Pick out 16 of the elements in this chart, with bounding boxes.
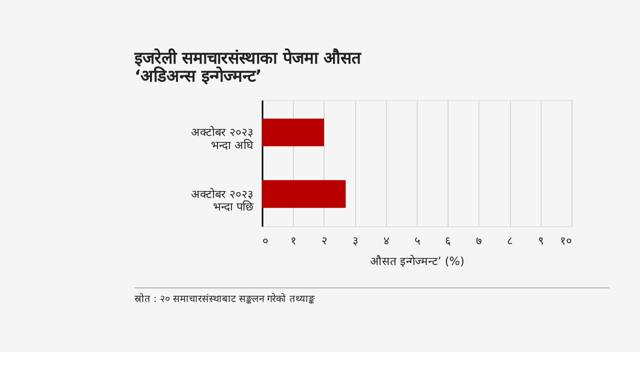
x-tick-label: ०: [262, 234, 269, 248]
y-tick-label: अक्टोबर २०२३ भन्दा पछि: [190, 186, 255, 214]
x-tick-label: ३: [352, 234, 358, 248]
text: स्रोत : २० समाचारसंस्थाबाट सङ्कलन गरेको तथ्याङ्क: [134, 293, 316, 306]
x-tick-label: ८: [507, 234, 514, 248]
x-tick-label: ६: [445, 234, 452, 248]
x-tick-label: ५: [414, 234, 420, 248]
x-tick-label: ७: [476, 234, 482, 248]
chart-title: इजरेली समाचारसंस्थाका पेजमा औसत ‘अडिअन्स इन्गेज्मन्ट’: [133, 47, 362, 86]
x-tick-label: २: [321, 234, 328, 248]
x-axis-title: औसत इन्गेज्मन्ट’ (%): [370, 254, 464, 268]
x-tick-label: १०: [560, 234, 572, 248]
y-tick-label: अक्टोबर २०२३ भन्दा अघि: [190, 125, 254, 152]
x-tick-label: १: [290, 234, 296, 248]
x-tick-label: ९: [538, 234, 544, 248]
x-tick-label: ४: [383, 234, 390, 248]
